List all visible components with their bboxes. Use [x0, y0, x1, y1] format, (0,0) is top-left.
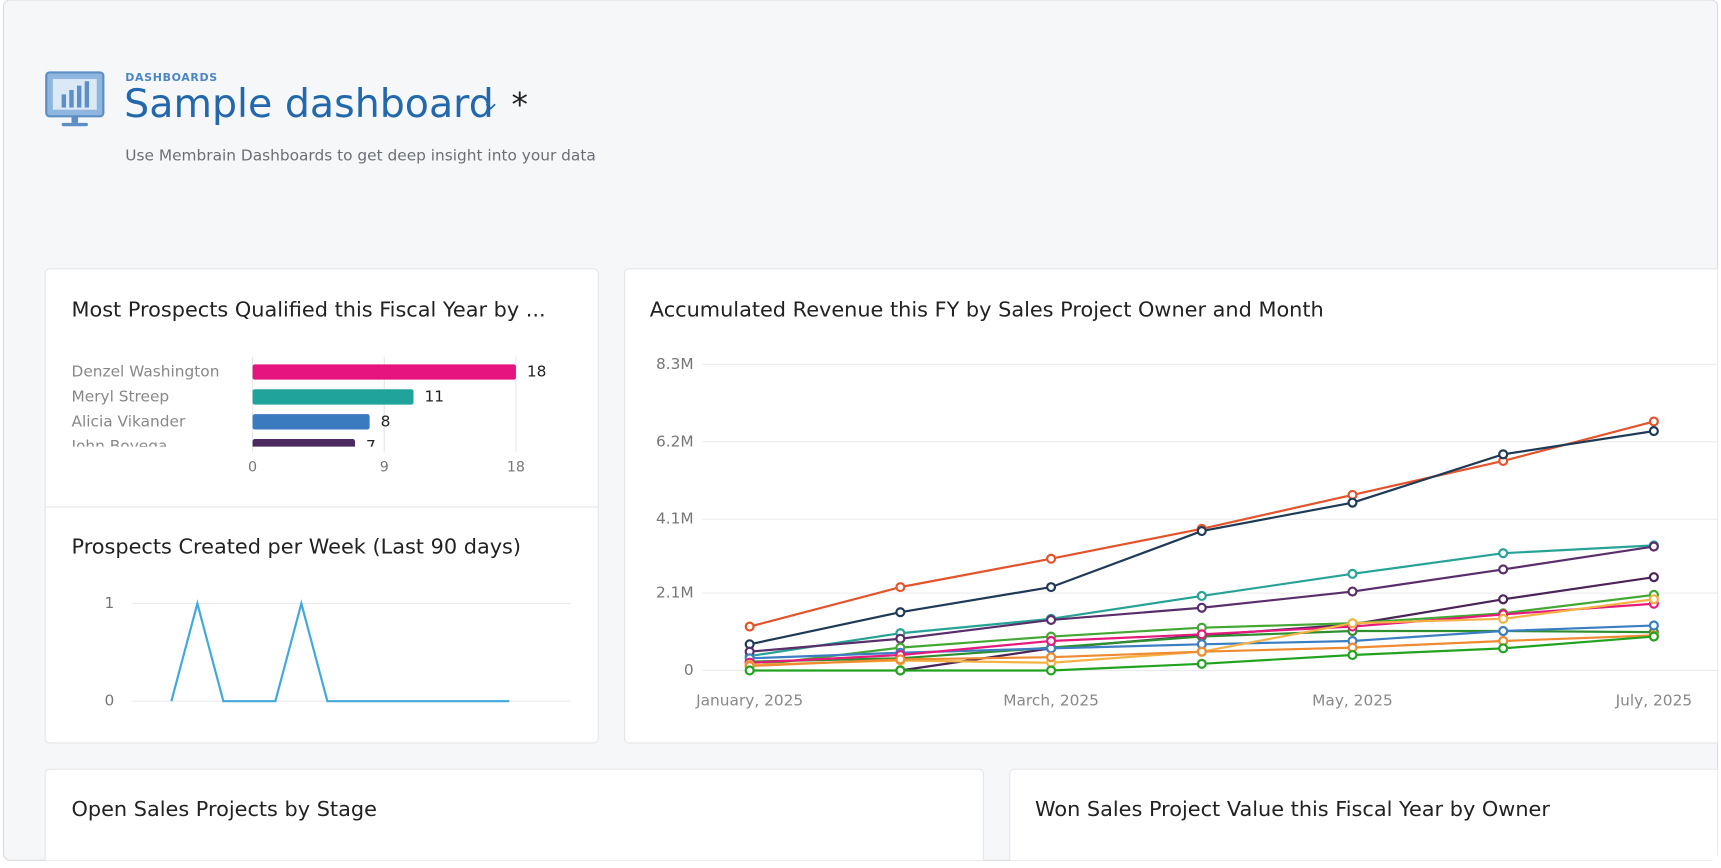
point	[1046, 582, 1057, 593]
bar-rows: Denzel Washington 18 Meryl Streep 11 Alicia …	[71, 363, 547, 455]
point	[1648, 426, 1659, 437]
point	[1648, 416, 1659, 427]
point	[1347, 497, 1358, 508]
category-label: John Boyega	[71, 437, 168, 455]
y-tick-label: 1	[105, 594, 115, 612]
bar	[252, 439, 355, 447]
point	[1648, 620, 1659, 631]
value-label: 7	[366, 437, 376, 455]
point	[744, 621, 755, 632]
point	[895, 633, 906, 644]
x-tick-label: 0	[248, 459, 257, 475]
dashboard-subtitle: Use Membrain Dashboards to get deep insi…	[125, 146, 595, 164]
point	[1498, 643, 1509, 654]
point	[1648, 541, 1659, 552]
point	[895, 582, 906, 593]
y-tick-label: 0	[105, 692, 115, 710]
breadcrumb[interactable]: DASHBOARDS	[125, 71, 218, 84]
title-dropdown[interactable]	[485, 103, 496, 110]
y-tick-label: 0	[684, 661, 694, 679]
panel-title: Won Sales Project Value this Fiscal Year…	[1035, 797, 1550, 821]
bar	[252, 389, 414, 405]
point	[1046, 652, 1057, 663]
dashboard-title[interactable]: Sample dashboard	[124, 81, 494, 127]
point	[1498, 594, 1509, 605]
point	[895, 654, 906, 665]
point	[1046, 614, 1057, 625]
unsaved-mark: *	[512, 85, 528, 124]
point	[895, 665, 906, 676]
panel	[624, 268, 1718, 744]
y-tick-label: 8.3M	[656, 355, 694, 373]
point	[744, 665, 755, 676]
point	[1498, 613, 1509, 624]
point	[1498, 548, 1509, 559]
panels: Most Prospects Qualified this Fiscal Yea…	[44, 268, 1718, 861]
y-tick-label: 2.1M	[656, 584, 694, 602]
category-label: Alicia Vikander	[72, 412, 186, 430]
x-tick-label: 18	[507, 459, 525, 475]
point	[1648, 572, 1659, 583]
point	[1347, 586, 1358, 597]
panel	[1009, 768, 1718, 861]
value-label: 18	[527, 363, 547, 381]
panel	[44, 768, 984, 861]
dashboard-icon	[45, 71, 105, 127]
panel-title: Prospects Created per Week (Last 90 days…	[72, 535, 522, 559]
x-tick-label: March, 2025	[1003, 692, 1099, 710]
point	[1196, 525, 1207, 537]
panel-title: Open Sales Projects by Stage	[72, 797, 377, 821]
point	[1196, 658, 1207, 669]
point	[1498, 449, 1509, 460]
bar	[252, 364, 516, 380]
point	[895, 607, 906, 618]
x-tick-label: July, 2025	[1615, 692, 1692, 710]
value-label: 8	[381, 412, 391, 430]
point	[1196, 646, 1207, 657]
point	[1196, 590, 1207, 602]
point	[1648, 594, 1659, 605]
point	[1196, 629, 1207, 640]
point	[1347, 649, 1358, 661]
value-label: 11	[424, 387, 444, 405]
point	[1046, 553, 1057, 564]
panel-title: Accumulated Revenue this FY by Sales Pro…	[650, 298, 1324, 322]
point	[1498, 564, 1509, 575]
y-tick-label: 6.2M	[656, 432, 694, 450]
point	[1498, 625, 1509, 637]
point	[1648, 631, 1659, 642]
charts: Most Prospects Qualified this Fiscal Yea…	[71, 298, 1718, 821]
point	[1196, 602, 1207, 613]
point	[1347, 568, 1358, 579]
panel	[44, 268, 599, 744]
y-tick-label: 4.1M	[656, 510, 694, 528]
x-tick-label: May, 2025	[1312, 692, 1393, 710]
point	[1347, 618, 1358, 629]
x-tick-label: 9	[380, 459, 389, 475]
point	[1046, 665, 1057, 676]
category-label: Meryl Streep	[72, 387, 170, 405]
series-line	[170, 599, 510, 703]
x-tick-label: January, 2025	[695, 692, 803, 710]
category-label: Denzel Washington	[72, 363, 220, 381]
panel-title: Most Prospects Qualified this Fiscal Yea…	[72, 298, 546, 322]
bar	[252, 414, 370, 430]
point	[1046, 635, 1057, 647]
